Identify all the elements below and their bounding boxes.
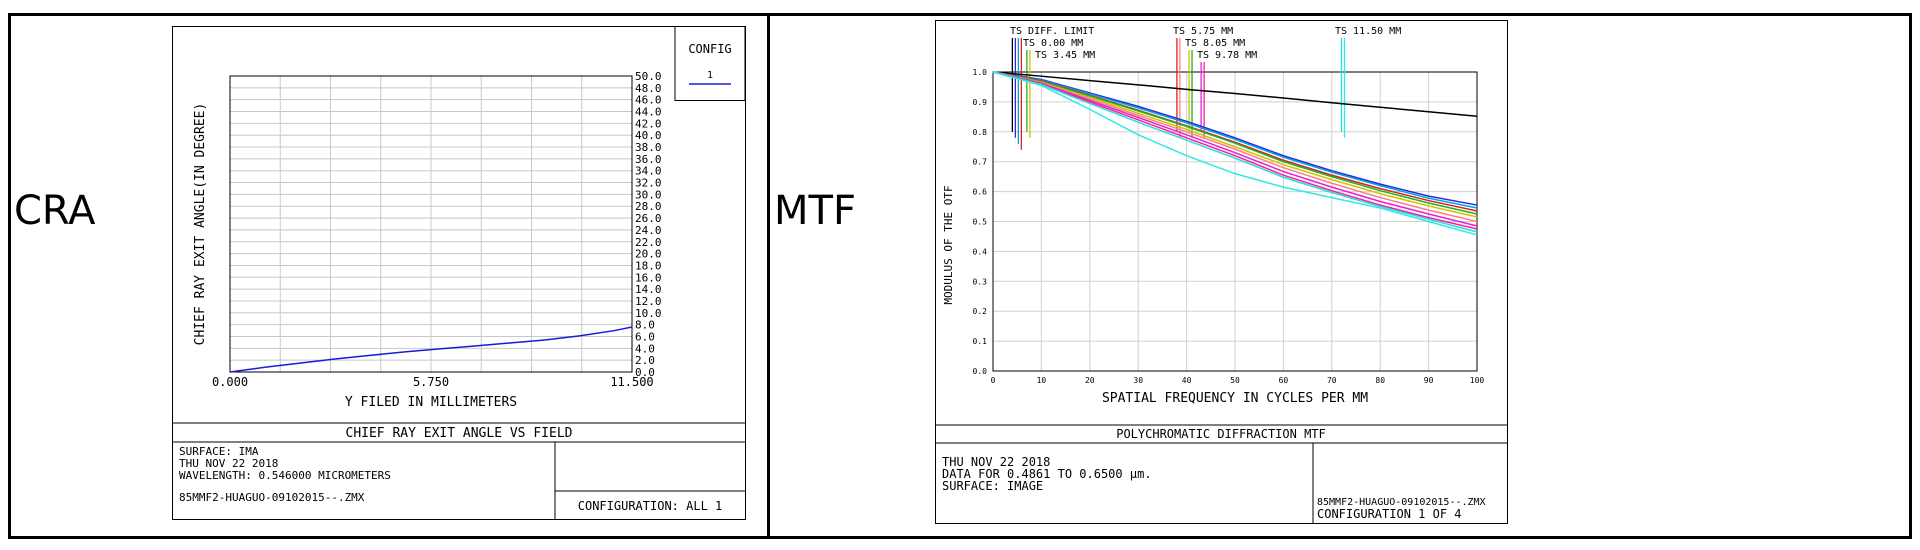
mtf-xlabel: SPATIAL FREQUENCY IN CYCLES PER MM xyxy=(1102,391,1368,406)
cra-ytick-label: 6.0 xyxy=(635,330,655,343)
mtf-xtick-label: 0 xyxy=(991,376,996,385)
cra-info-file: 85MMF2-HUAGUO-09102015--.ZMX xyxy=(179,491,365,504)
mtf-field-label: TS 9.78 MM xyxy=(1197,50,1257,61)
cra-ytick-label: 40.0 xyxy=(635,129,662,142)
mtf-ylabel: MODULUS OF THE OTF xyxy=(942,185,955,304)
cra-ytick-label: 46.0 xyxy=(635,94,662,107)
mtf-field-label: TS DIFF. LIMIT xyxy=(1010,26,1094,37)
mtf-xtick-label: 10 xyxy=(1037,376,1047,385)
cra-ytick-label: 44.0 xyxy=(635,106,662,119)
mtf-series-line xyxy=(992,71,1478,117)
mtf-xtick-label: 50 xyxy=(1230,376,1240,385)
cra-info-wavelength: WAVELENGTH: 0.546000 MICROMETERS xyxy=(179,469,391,482)
mtf-xtick-label: 90 xyxy=(1424,376,1434,385)
mtf-ytick-label: 0.1 xyxy=(973,337,988,346)
mtf-ytick-label: 0.8 xyxy=(973,128,988,137)
cra-ytick-label: 38.0 xyxy=(635,141,662,154)
cra-xtick-label: 0.000 xyxy=(212,375,248,389)
cra-label: CRA xyxy=(14,188,96,234)
cra-ytick-label: 16.0 xyxy=(635,271,662,284)
mtf-ytick-label: 0.2 xyxy=(973,307,988,316)
cra-ytick-label: 26.0 xyxy=(635,212,662,225)
cra-xtick-label: 11.500 xyxy=(610,375,653,389)
mtf-ytick-label: 0.5 xyxy=(973,218,988,227)
mtf-series-line xyxy=(992,71,1478,230)
mtf-chart: 0.0 0.1 0.2 0.3 0.4 0.5 0.6 0.7 0.8 0.9 1.0 0 10 20 3… xyxy=(935,20,1508,524)
mtf-series-line xyxy=(992,71,1478,223)
mtf-info-surface: SURFACE: IMAGE xyxy=(942,479,1043,493)
cra-chart: 0.02.04.06.08.010.012.014.016.018.020.02… xyxy=(172,26,746,520)
cra-ytick-label: 0.0 xyxy=(635,366,655,379)
mtf-xtick-label: 30 xyxy=(1133,376,1143,385)
cra-ytick-label: 42.0 xyxy=(635,117,662,130)
cra-legend-entry: 1 xyxy=(707,70,713,81)
cra-info-date: THU NOV 22 2018 xyxy=(179,457,278,470)
mtf-xtick-label: 100 xyxy=(1470,376,1485,385)
mtf-series-line xyxy=(992,71,1478,209)
cra-ytick-label: 2.0 xyxy=(635,354,655,367)
mtf-field-label: TS 8.05 MM xyxy=(1185,38,1245,49)
cra-ytick-label: 28.0 xyxy=(635,200,662,213)
cra-series-line xyxy=(229,326,633,373)
mtf-series-line xyxy=(992,71,1478,206)
mtf-ytick-label: 0.7 xyxy=(973,158,988,167)
mtf-field-label: TS 11.50 MM xyxy=(1335,26,1401,37)
cra-ytick-label: 48.0 xyxy=(635,82,662,95)
cra-ytick-label: 50.0 xyxy=(635,70,662,83)
mtf-series-line xyxy=(992,71,1478,218)
mtf-series-line xyxy=(992,71,1478,215)
mtf-info-file: 85MMF2-HUAGUO-09102015--.ZMX xyxy=(1317,497,1486,508)
cra-legend-title: CONFIG xyxy=(688,42,731,56)
cra-ytick-label: 14.0 xyxy=(635,283,662,296)
mtf-panel xyxy=(767,13,1912,539)
mtf-xtick-label: 20 xyxy=(1085,376,1095,385)
cra-ytick-label: 32.0 xyxy=(635,177,662,190)
mtf-series-line xyxy=(992,71,1478,227)
mtf-xtick-label: 60 xyxy=(1279,376,1289,385)
mtf-info-config: CONFIGURATION 1 OF 4 xyxy=(1317,507,1462,521)
mtf-field-label: TS 3.45 MM xyxy=(1035,50,1095,61)
mtf-ytick-label: 1.0 xyxy=(973,68,988,77)
cra-ytick-label: 36.0 xyxy=(635,153,662,166)
mtf-xtick-label: 70 xyxy=(1327,376,1337,385)
mtf-series-line xyxy=(992,71,1478,233)
mtf-ytick-label: 0.4 xyxy=(973,247,988,256)
mtf-ytick-label: 0.0 xyxy=(973,367,988,376)
cra-ytick-label: 18.0 xyxy=(635,259,662,272)
cra-ytick-label: 8.0 xyxy=(635,319,655,332)
cra-ytick-label: 12.0 xyxy=(635,295,662,308)
mtf-series-line xyxy=(992,71,1478,236)
mtf-xtick-label: 40 xyxy=(1182,376,1192,385)
mtf-label: MTF xyxy=(774,188,856,234)
mtf-field-label: TS 0.00 MM xyxy=(1023,38,1083,49)
cra-ytick-label: 20.0 xyxy=(635,248,662,261)
mtf-ytick-label: 0.6 xyxy=(973,188,988,197)
mtf-ytick-label: 0.3 xyxy=(973,277,988,286)
mtf-title: POLYCHROMATIC DIFFRACTION MTF xyxy=(1116,427,1326,441)
cra-ylabel: CHIEF RAY EXIT ANGLE(IN DEGREE) xyxy=(193,103,208,346)
mtf-xtick-label: 80 xyxy=(1375,376,1385,385)
mtf-ytick-label: 0.9 xyxy=(973,98,988,107)
mtf-field-label: TS 5.75 MM xyxy=(1173,26,1233,37)
cra-ytick-label: 34.0 xyxy=(635,165,662,178)
cra-ytick-label: 24.0 xyxy=(635,224,662,237)
cra-title: CHIEF RAY EXIT ANGLE VS FIELD xyxy=(346,426,573,441)
mtf-info-data: DATA FOR 0.4861 TO 0.6500 µm. xyxy=(942,467,1152,481)
cra-xlabel: Y FILED IN MILLIMETERS xyxy=(345,395,517,410)
mtf-info-date: THU NOV 22 2018 xyxy=(942,455,1050,469)
cra-xtick-label: 5.750 xyxy=(413,375,449,389)
cra-ytick-label: 4.0 xyxy=(635,342,655,355)
cra-info-config: CONFIGURATION: ALL 1 xyxy=(578,499,723,513)
cra-ytick-label: 10.0 xyxy=(635,307,662,320)
cra-info-surface: SURFACE: IMA xyxy=(179,445,259,458)
cra-ytick-label: 30.0 xyxy=(635,188,662,201)
cra-ytick-label: 22.0 xyxy=(635,236,662,249)
